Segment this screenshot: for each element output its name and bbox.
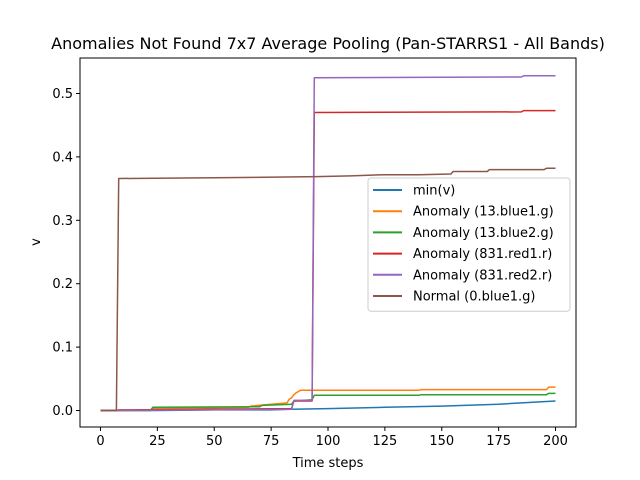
legend-label: min(v) [413,184,455,199]
series-line-5 [100,167,556,412]
legend: min(v) Anomaly (13.blue1.g) Anomaly (13.bl… [367,177,571,312]
legend-label: Anomaly (831.red2.r) [413,268,552,283]
x-axis-label: Time steps [292,456,364,471]
y-axis: 0.0 0.1 0.2 0.3 0.4 0.5 [52,87,80,419]
y-tick-label: 0.1 [52,341,73,356]
y-tick-label: 0.3 [52,214,73,229]
series-line-4 [100,75,556,412]
x-tick-label: 150 [429,434,454,449]
legend-label: Anomaly (13.blue2.g) [413,226,554,241]
x-tick-label: 75 [263,434,280,449]
y-tick-label: 0.5 [52,87,73,102]
x-tick-label: 175 [486,434,511,449]
legend-label: Normal (0.blue1.g) [413,290,535,305]
x-tick-label: 100 [316,434,341,449]
y-tick-label: 0.0 [52,404,73,419]
legend-label: Anomaly (831.red1.r) [413,247,552,262]
x-tick-label: 125 [372,434,397,449]
x-tick-label: 200 [543,434,568,449]
x-tick-label: 0 [96,434,104,449]
legend-box [367,177,571,312]
legend-label: Anomaly (13.blue1.g) [413,205,554,220]
plot-lines [100,75,556,412]
x-tick-label: 50 [206,434,223,449]
y-axis-label: v [29,238,44,246]
chart-title: Anomalies Not Found 7x7 Average Pooling … [51,34,605,53]
x-axis: 0 25 50 75 100 125 150 175 200 [96,427,568,449]
series-line-1 [100,386,556,412]
x-tick-label: 25 [149,434,166,449]
y-tick-label: 0.4 [52,150,73,165]
y-tick-label: 0.2 [52,277,73,292]
